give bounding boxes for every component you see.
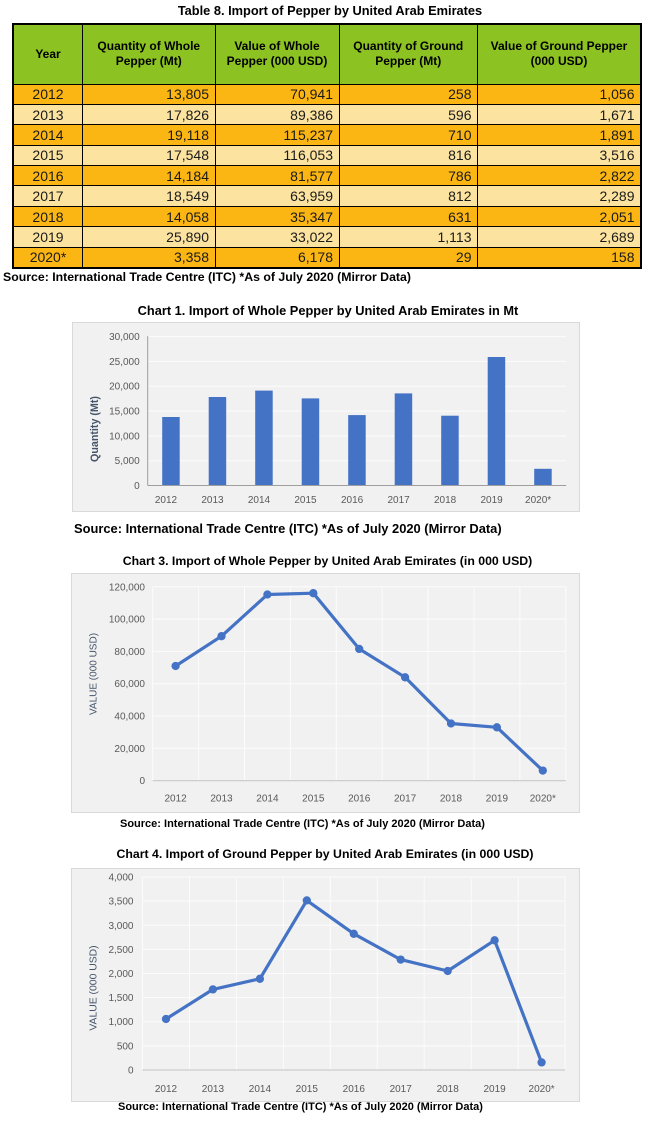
svg-text:2,000: 2,000: [108, 969, 133, 980]
svg-text:500: 500: [117, 1041, 134, 1052]
svg-text:2016: 2016: [348, 794, 371, 805]
svg-text:2020*: 2020*: [530, 794, 556, 805]
svg-text:40,000: 40,000: [114, 712, 145, 723]
svg-text:2019: 2019: [486, 794, 509, 805]
svg-text:2012: 2012: [155, 495, 178, 506]
svg-text:2015: 2015: [294, 495, 317, 506]
svg-text:30,000: 30,000: [109, 332, 140, 343]
svg-text:2016: 2016: [341, 495, 364, 506]
svg-text:2018: 2018: [437, 1084, 460, 1095]
svg-text:2017: 2017: [394, 794, 417, 805]
svg-text:80,000: 80,000: [114, 647, 145, 658]
svg-text:2019: 2019: [480, 495, 503, 506]
svg-text:2015: 2015: [302, 794, 325, 805]
svg-text:1,000: 1,000: [108, 1017, 133, 1028]
svg-text:2,500: 2,500: [108, 945, 133, 956]
svg-text:0: 0: [134, 481, 140, 492]
svg-text:2017: 2017: [387, 495, 410, 506]
svg-text:25,000: 25,000: [109, 357, 140, 368]
svg-text:2019: 2019: [483, 1084, 506, 1095]
svg-text:5,000: 5,000: [115, 456, 140, 467]
svg-text:2013: 2013: [201, 495, 224, 506]
svg-text:2014: 2014: [248, 495, 271, 506]
svg-text:2020*: 2020*: [529, 1084, 555, 1095]
svg-text:2017: 2017: [390, 1084, 413, 1095]
svg-text:2020*: 2020*: [525, 495, 551, 506]
svg-text:20,000: 20,000: [109, 382, 140, 393]
svg-text:3,500: 3,500: [108, 897, 133, 908]
svg-text:2012: 2012: [155, 1084, 178, 1095]
svg-text:2014: 2014: [256, 794, 279, 805]
svg-text:4,000: 4,000: [108, 873, 133, 884]
svg-text:10,000: 10,000: [109, 431, 140, 442]
svg-text:2016: 2016: [343, 1084, 366, 1095]
svg-text:2015: 2015: [296, 1084, 319, 1095]
svg-text:20,000: 20,000: [114, 744, 145, 755]
svg-text:15,000: 15,000: [109, 407, 140, 418]
svg-text:100,000: 100,000: [109, 615, 146, 626]
svg-text:120,000: 120,000: [109, 582, 146, 593]
svg-text:VALUE (000 USD): VALUE (000 USD): [89, 633, 100, 715]
svg-text:Quantity (Mt): Quantity (Mt): [89, 396, 101, 462]
svg-text:2013: 2013: [210, 794, 233, 805]
svg-text:2018: 2018: [440, 794, 463, 805]
svg-text:0: 0: [139, 776, 145, 787]
svg-text:2018: 2018: [434, 495, 457, 506]
svg-text:VALUE (000 USD): VALUE (000 USD): [89, 945, 100, 1030]
svg-text:60,000: 60,000: [114, 679, 145, 690]
svg-text:2014: 2014: [249, 1084, 272, 1095]
svg-text:1,500: 1,500: [108, 993, 133, 1004]
svg-text:2013: 2013: [202, 1084, 225, 1095]
svg-text:2012: 2012: [164, 794, 187, 805]
svg-text:3,000: 3,000: [108, 921, 133, 932]
svg-text:0: 0: [128, 1066, 134, 1077]
